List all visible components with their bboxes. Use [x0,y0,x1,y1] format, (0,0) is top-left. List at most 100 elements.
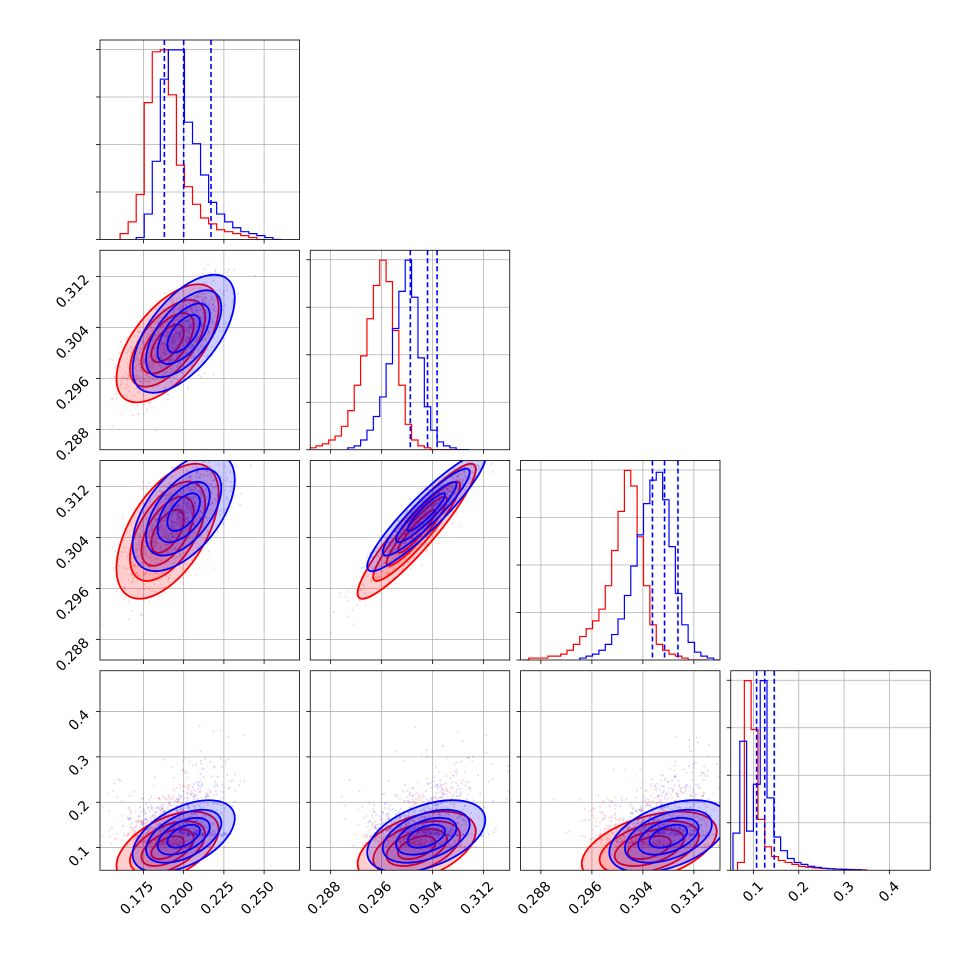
scatter-point [128,385,131,388]
scatter-point [163,386,166,389]
scatter-point [194,308,197,311]
scatter-point [228,314,231,317]
contour-level [156,302,211,365]
scatter-point [150,363,153,366]
scatter-point [165,536,168,539]
scatter-point [176,513,179,516]
scatter-point [179,516,182,519]
scatter-point [169,313,172,317]
scatter-point [178,522,181,525]
scatter-point [126,530,129,533]
scatter-point [200,320,203,324]
scatter-point [153,775,156,779]
scatter-point [164,352,167,355]
scatter-point [160,527,164,530]
scatter-point [204,338,207,342]
scatter-point [339,595,342,598]
scatter-point [218,513,222,517]
scatter-point [136,358,139,362]
scatter-point [122,598,125,601]
scatter-point [150,522,153,526]
scatter-point [171,517,174,520]
scatter-point [177,332,180,335]
scatter-point [191,345,194,348]
scatter-point [137,331,140,334]
scatter-point [155,518,158,521]
scatter-point [352,623,355,626]
scatter-point [180,344,183,348]
scatter-point [188,324,191,327]
panel-content [100,250,300,450]
scatter-point [164,518,167,521]
scatter-point [131,413,134,417]
scatter-point [163,797,166,800]
scatter-point [166,543,169,546]
scatter-point [177,340,180,343]
scatter-point [129,331,132,334]
y-tick-label: 0.312 [53,272,93,312]
scatter-point [133,563,136,566]
scatter-point [203,488,207,491]
scatter-point [147,362,150,365]
scatter-point [160,354,163,357]
scatter-point [202,300,205,304]
scatter-point [188,319,192,322]
scatter-point [165,365,168,368]
scatter-point [472,454,474,456]
scatter-point [179,491,183,494]
scatter-point [175,556,178,559]
scatter-point [176,335,179,338]
scatter-point [162,349,166,352]
scatter-point [169,299,172,302]
scatter-point [161,344,164,347]
y-tick-label: 0.304 [53,533,93,573]
scatter-point [200,326,203,330]
scatter-point [425,549,429,552]
scatter-point [201,485,204,488]
scatter-point [149,360,152,363]
scatter-point [171,335,174,338]
scatter-point [141,376,145,379]
scatter-point [194,316,197,319]
scatter-point [194,317,197,320]
scatter-point [195,499,198,502]
scatter-point [150,523,153,526]
scatter-point [177,362,180,365]
scatter-point [161,572,164,575]
histogram-series-1 [119,49,265,240]
scatter-point [171,301,174,304]
scatter-point [179,507,182,510]
scatter-point [182,509,185,512]
scatter-point [169,359,172,362]
scatter-point [172,342,175,345]
scatter-point [162,374,165,377]
scatter-point [164,340,168,343]
scatter-point [154,334,157,337]
scatter-point [195,541,198,544]
scatter-point [186,335,189,339]
scatter-point [171,332,174,335]
scatter-point [186,516,189,519]
scatter-point [120,412,123,416]
scatter-point [211,321,214,324]
scatter-point [191,311,195,315]
scatter-point [186,310,189,313]
scatter-point [181,488,184,491]
scatter-point [191,495,194,498]
scatter-point [141,340,144,343]
scatter-point [194,328,197,331]
scatter-point [200,762,203,766]
scatter-point [177,521,180,525]
scatter-point [141,370,144,373]
scatter-point [187,321,191,324]
scatter-point [205,515,208,518]
scatter-point [148,534,151,537]
scatter-point [171,337,174,341]
scatter-point [226,476,229,479]
scatter-point [184,325,187,329]
scatter-point [153,534,156,537]
scatter-point [206,494,209,497]
scatter-point [132,565,135,568]
scatter-point [169,358,172,361]
